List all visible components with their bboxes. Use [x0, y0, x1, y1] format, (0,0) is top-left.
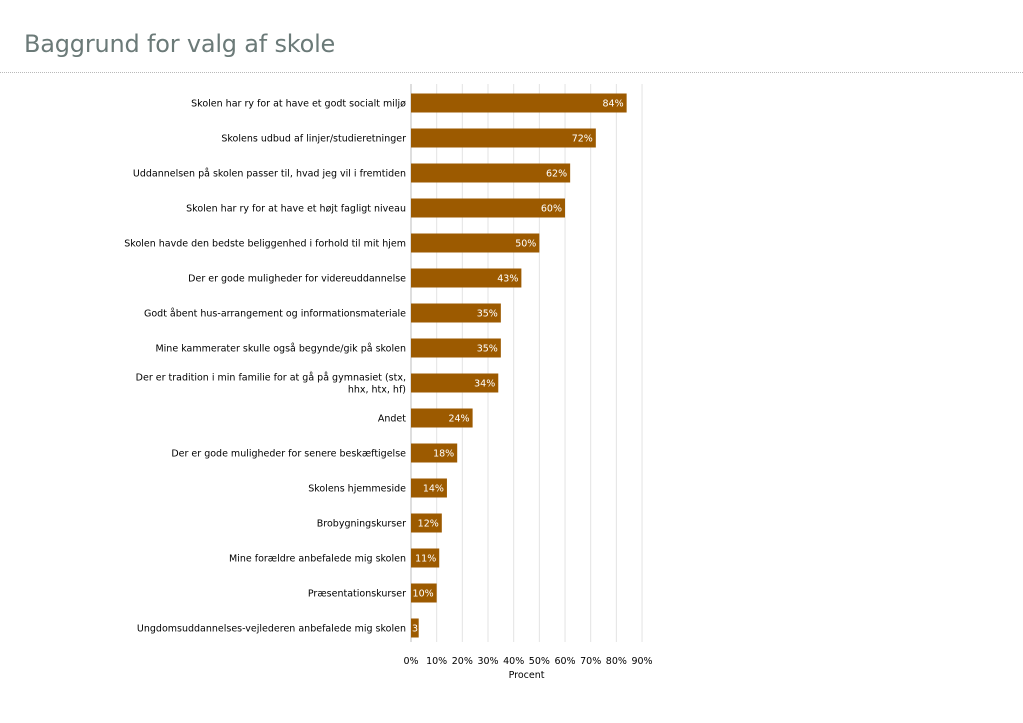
- category-label: Der er tradition i min familie for at gå…: [136, 373, 406, 396]
- value-label: 60%: [541, 204, 562, 215]
- x-tick-label: 80%: [606, 656, 627, 667]
- x-tick-label: 70%: [580, 656, 601, 667]
- value-label: 35%: [477, 344, 498, 355]
- value-label: 12%: [418, 519, 439, 530]
- value-label: 11%: [415, 554, 436, 565]
- value-label: 43%: [497, 274, 518, 285]
- category-label: Der er gode muligheder for videreuddanne…: [188, 274, 406, 285]
- x-tick-label: 50%: [529, 656, 550, 667]
- title-divider: [0, 72, 1023, 73]
- category-label: Skolen har ry for at have et højt faglig…: [186, 204, 406, 215]
- x-tick-label: 30%: [477, 656, 498, 667]
- category-label: Præsentationskurser: [308, 589, 406, 600]
- value-label: 72%: [572, 134, 593, 145]
- bar: [411, 618, 419, 638]
- category-label: Godt åbent hus-arrangement og informatio…: [144, 309, 406, 320]
- x-tick-label: 0%: [403, 656, 418, 667]
- category-label: Skolens hjemmeside: [308, 484, 406, 495]
- page-title: Baggrund for valg af skole: [24, 30, 336, 58]
- bar: [411, 93, 627, 113]
- category-label: Mine kammerater skulle også begynde/gik …: [155, 344, 406, 355]
- bar: [411, 128, 596, 148]
- value-label: 50%: [515, 239, 536, 250]
- bar: [411, 408, 473, 428]
- category-label: Mine forældre anbefalede mig skolen: [229, 554, 406, 565]
- x-tick-label: 60%: [554, 656, 575, 667]
- category-label: Ungdomsuddannelses-vejlederen anbefalede…: [137, 624, 406, 635]
- bar: [411, 163, 571, 183]
- value-label: 84%: [603, 99, 624, 110]
- category-label: Skolen havde den bedste beliggenhed i fo…: [124, 239, 406, 250]
- x-tick-label: 20%: [452, 656, 473, 667]
- category-label: Brobygningskurser: [317, 519, 406, 530]
- bar: [411, 303, 501, 323]
- bar: [411, 443, 458, 463]
- category-label: Uddannelsen på skolen passer til, hvad j…: [133, 169, 406, 180]
- value-label: 18%: [433, 449, 454, 460]
- bar: [411, 198, 566, 218]
- value-label: 10%: [413, 589, 434, 600]
- value-label: 35%: [477, 309, 498, 320]
- value-label: 3: [412, 624, 418, 635]
- bar: [411, 583, 437, 603]
- bar: [411, 338, 501, 358]
- x-tick-label: 40%: [503, 656, 524, 667]
- bar: [411, 268, 522, 288]
- value-label: 24%: [448, 414, 469, 425]
- bar: [411, 373, 499, 393]
- value-label: 34%: [474, 379, 495, 390]
- bar: [411, 478, 447, 498]
- value-label: 62%: [546, 169, 567, 180]
- x-tick-label: 10%: [426, 656, 447, 667]
- category-label: Skolens udbud af linjer/studieretninger: [221, 134, 406, 145]
- bar: [411, 513, 442, 533]
- category-label: Andet: [378, 414, 406, 425]
- bar: [411, 233, 540, 253]
- bar: [411, 548, 440, 568]
- category-label: Skolen har ry for at have et godt social…: [191, 99, 406, 110]
- x-tick-label: 90%: [631, 656, 652, 667]
- x-axis-title: Procent: [509, 670, 545, 681]
- value-label: 14%: [423, 484, 444, 495]
- category-label: Der er gode muligheder for senere beskæf…: [171, 449, 406, 460]
